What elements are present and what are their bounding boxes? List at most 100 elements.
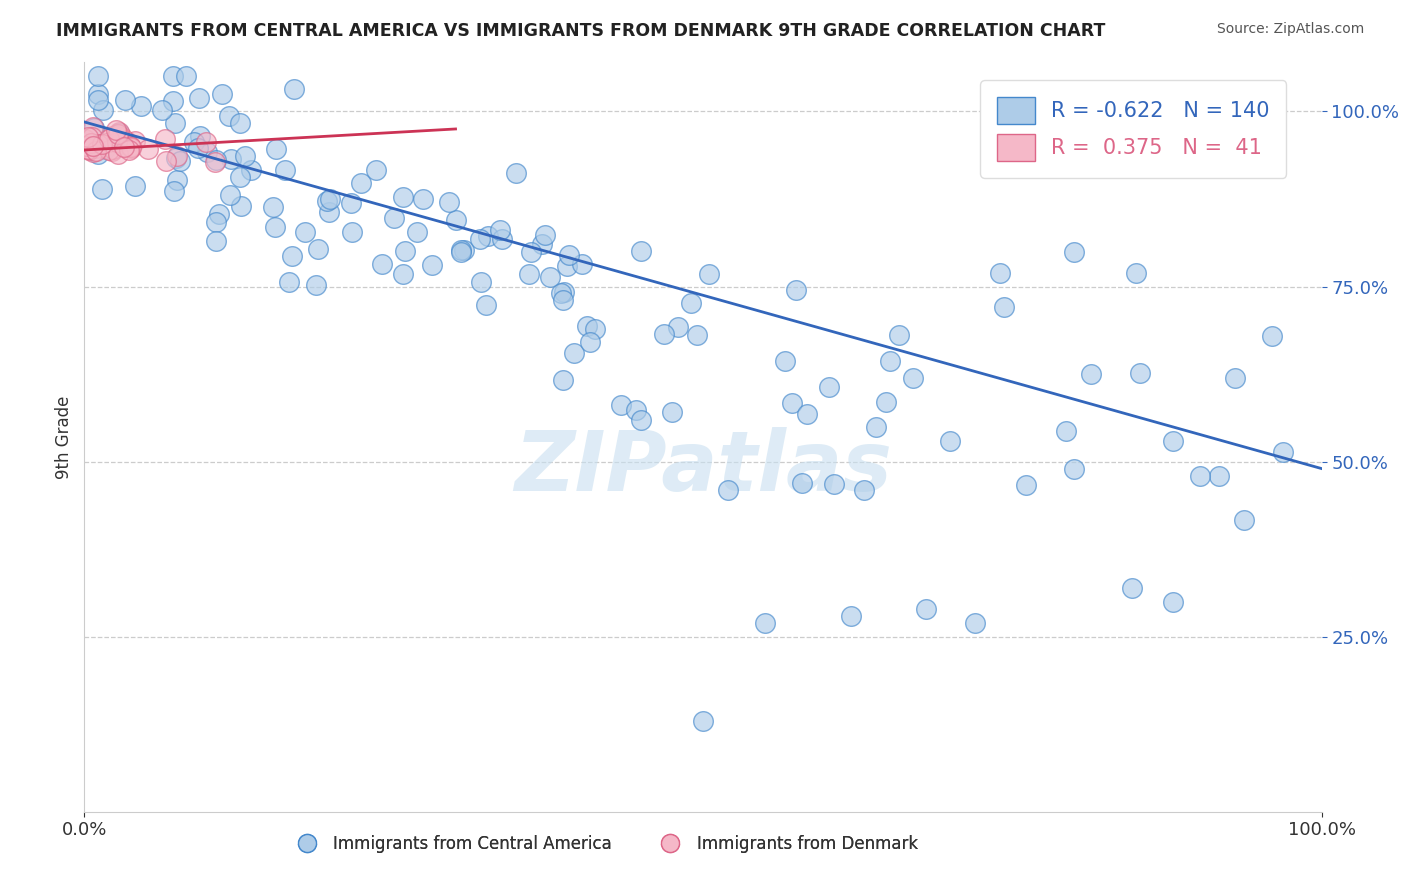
Point	[630, 244, 652, 258]
Point	[692, 714, 714, 728]
Text: Source: ZipAtlas.com: Source: ZipAtlas.com	[1216, 22, 1364, 37]
Point	[204, 214, 226, 228]
Point	[205, 153, 228, 167]
Point	[551, 373, 574, 387]
Point	[1121, 582, 1143, 596]
Point	[773, 353, 796, 368]
Point	[551, 293, 574, 307]
Point	[108, 125, 131, 139]
Point	[785, 284, 807, 298]
Point	[166, 148, 188, 162]
Point	[111, 130, 134, 145]
Point	[491, 231, 513, 245]
Point	[205, 234, 228, 248]
Point	[939, 434, 962, 448]
Point	[754, 615, 776, 630]
Point	[165, 151, 187, 165]
Point	[340, 195, 363, 210]
Point	[218, 109, 240, 123]
Point	[82, 138, 104, 153]
Point	[1161, 434, 1184, 448]
Text: ZIPatlas: ZIPatlas	[515, 426, 891, 508]
Point	[84, 141, 107, 155]
Point	[105, 122, 128, 136]
Point	[174, 70, 197, 84]
Point	[571, 257, 593, 271]
Point	[1223, 370, 1246, 384]
Point	[865, 419, 887, 434]
Point	[86, 147, 108, 161]
Point	[903, 370, 925, 384]
Point	[1015, 478, 1038, 492]
Point	[204, 155, 226, 169]
Point	[823, 476, 845, 491]
Point	[318, 204, 340, 219]
Point	[531, 237, 554, 252]
Point	[366, 162, 388, 177]
Point	[437, 195, 460, 210]
Point	[91, 103, 114, 117]
Point	[120, 140, 142, 154]
Point	[87, 93, 110, 107]
Point	[1233, 513, 1256, 527]
Point	[98, 143, 121, 157]
Point	[475, 298, 498, 312]
Point	[114, 93, 136, 107]
Point	[87, 136, 110, 151]
Point	[841, 608, 863, 623]
Point	[468, 231, 491, 245]
Point	[162, 94, 184, 108]
Point	[342, 226, 364, 240]
Point	[780, 395, 803, 409]
Point	[661, 405, 683, 419]
Point	[392, 267, 415, 281]
Point	[82, 120, 104, 134]
Point	[274, 163, 297, 178]
Point	[350, 177, 373, 191]
Point	[630, 412, 652, 426]
Point	[84, 145, 107, 159]
Point	[382, 211, 405, 226]
Point	[444, 213, 467, 227]
Point	[124, 134, 146, 148]
Point	[262, 200, 284, 214]
Point	[666, 320, 689, 334]
Point	[993, 301, 1015, 315]
Point	[87, 70, 110, 84]
Point	[1125, 266, 1147, 280]
Point	[219, 152, 242, 166]
Point	[583, 322, 606, 336]
Point	[120, 140, 142, 154]
Point	[406, 225, 429, 239]
Point	[153, 132, 176, 146]
Point	[579, 335, 602, 350]
Point	[195, 145, 218, 159]
Point	[283, 82, 305, 96]
Point	[610, 398, 633, 412]
Point	[229, 169, 252, 184]
Point	[188, 91, 211, 105]
Point	[796, 407, 818, 421]
Point	[1080, 367, 1102, 381]
Point	[235, 149, 257, 163]
Point	[124, 179, 146, 194]
Point	[1161, 594, 1184, 608]
Point	[534, 227, 557, 242]
Point	[790, 475, 813, 490]
Point	[183, 135, 205, 149]
Point	[278, 275, 301, 289]
Point	[219, 187, 242, 202]
Point	[163, 184, 186, 198]
Point	[555, 259, 578, 273]
Point	[562, 345, 585, 359]
Point	[77, 142, 100, 156]
Point	[538, 270, 561, 285]
Point	[681, 296, 703, 310]
Point	[169, 154, 191, 169]
Point	[165, 116, 187, 130]
Point	[75, 132, 97, 146]
Point	[155, 154, 177, 169]
Point	[520, 245, 543, 260]
Point	[550, 286, 572, 301]
Point	[264, 219, 287, 234]
